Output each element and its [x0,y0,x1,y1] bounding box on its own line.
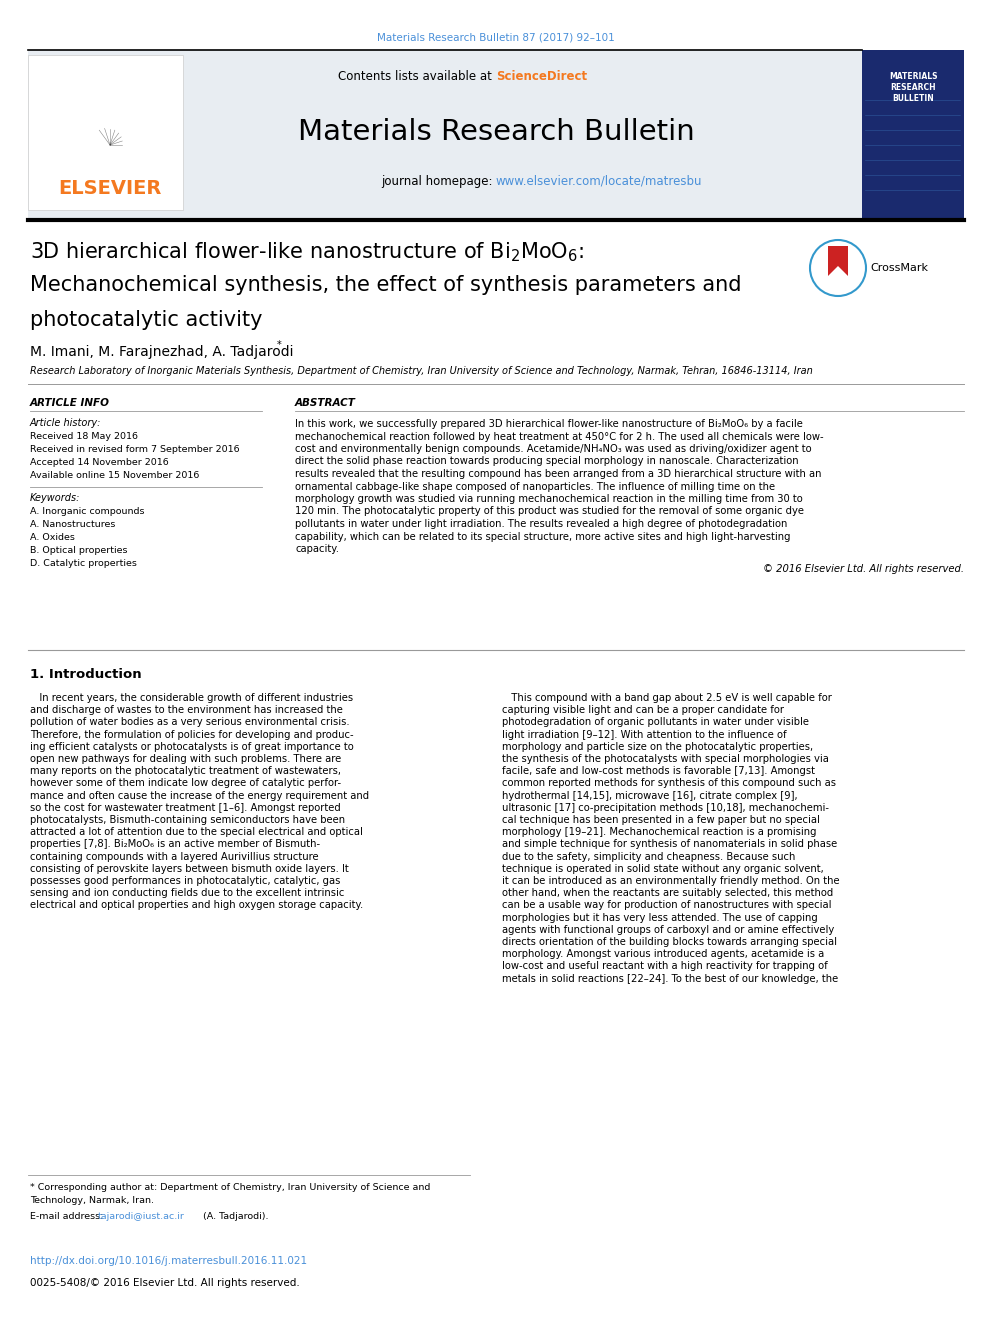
Text: capturing visible light and can be a proper candidate for: capturing visible light and can be a pro… [502,705,784,716]
Text: open new pathways for dealing with such problems. There are: open new pathways for dealing with such … [30,754,341,763]
Text: Research Laboratory of Inorganic Materials Synthesis, Department of Chemistry, I: Research Laboratory of Inorganic Materia… [30,366,812,376]
Text: A. Nanostructures: A. Nanostructures [30,520,115,529]
Text: hydrothermal [14,15], microwave [16], citrate complex [9],: hydrothermal [14,15], microwave [16], ci… [502,791,798,800]
Text: In recent years, the considerable growth of different industries: In recent years, the considerable growth… [30,693,353,703]
Text: * Corresponding author at: Department of Chemistry, Iran University of Science a: * Corresponding author at: Department of… [30,1183,431,1192]
Text: metals in solid reactions [22–24]. To the best of our knowledge, the: metals in solid reactions [22–24]. To th… [502,974,838,983]
Text: capacity.: capacity. [295,544,339,554]
Text: facile, safe and low-cost methods is favorable [7,13]. Amongst: facile, safe and low-cost methods is fav… [502,766,815,777]
Text: so the cost for wastewater treatment [1–6]. Amongst reported: so the cost for wastewater treatment [1–… [30,803,340,812]
Text: agents with functional groups of carboxyl and or amine effectively: agents with functional groups of carboxy… [502,925,834,935]
Text: Received 18 May 2016: Received 18 May 2016 [30,433,138,441]
Polygon shape [828,246,848,277]
Text: and simple technique for synthesis of nanomaterials in solid phase: and simple technique for synthesis of na… [502,839,837,849]
Text: CrossMark: CrossMark [870,263,928,273]
Text: cal technique has been presented in a few paper but no special: cal technique has been presented in a fe… [502,815,819,826]
Text: A. Inorganic compounds: A. Inorganic compounds [30,507,145,516]
Text: journal homepage:: journal homepage: [381,175,496,188]
Text: pollutants in water under light irradiation. The results revealed a high degree : pollutants in water under light irradiat… [295,519,788,529]
Text: Accepted 14 November 2016: Accepted 14 November 2016 [30,458,169,467]
Text: Available online 15 November 2016: Available online 15 November 2016 [30,471,199,480]
Text: Keywords:: Keywords: [30,493,80,503]
Text: ARTICLE INFO: ARTICLE INFO [30,398,110,407]
Text: 0025-5408/© 2016 Elsevier Ltd. All rights reserved.: 0025-5408/© 2016 Elsevier Ltd. All right… [30,1278,300,1289]
Text: *: * [277,340,282,351]
Text: photocatalytic activity: photocatalytic activity [30,310,263,329]
Text: www.elsevier.com/locate/matresbu: www.elsevier.com/locate/matresbu [496,175,702,188]
Text: Materials Research Bulletin 87 (2017) 92–101: Materials Research Bulletin 87 (2017) 92… [377,33,615,44]
Text: (A. Tadjarodi).: (A. Tadjarodi). [200,1212,269,1221]
Text: properties [7,8]. Bi₂MoO₆ is an active member of Bismuth-: properties [7,8]. Bi₂MoO₆ is an active m… [30,839,320,849]
Text: containing compounds with a layered Aurivillius structure: containing compounds with a layered Auri… [30,852,318,861]
Text: 3D hierarchical flower-like nanostructure of Bi$_2$MoO$_6$:: 3D hierarchical flower-like nanostructur… [30,239,584,263]
Text: cost and environmentally benign compounds. Acetamide/NH₄NO₃ was used as driving/: cost and environmentally benign compound… [295,445,811,454]
Text: light irradiation [9–12]. With attention to the influence of: light irradiation [9–12]. With attention… [502,729,787,740]
Text: Article history:: Article history: [30,418,101,429]
Text: morphology and particle size on the photocatalytic properties,: morphology and particle size on the phot… [502,742,813,751]
FancyBboxPatch shape [28,56,183,210]
Text: can be a usable way for production of nanostructures with special: can be a usable way for production of na… [502,901,831,910]
Text: © 2016 Elsevier Ltd. All rights reserved.: © 2016 Elsevier Ltd. All rights reserved… [763,565,964,574]
Text: the synthesis of the photocatalysts with special morphologies via: the synthesis of the photocatalysts with… [502,754,829,763]
Text: capability, which can be related to its special structure, more active sites and: capability, which can be related to its … [295,532,791,541]
Text: results revealed that the resulting compound has been arranged from a 3D hierarc: results revealed that the resulting comp… [295,468,821,479]
Text: direct the solid phase reaction towards producing special morphology in nanoscal: direct the solid phase reaction towards … [295,456,799,467]
Text: Contents lists available at: Contents lists available at [338,70,496,83]
Text: Technology, Narmak, Iran.: Technology, Narmak, Iran. [30,1196,154,1205]
Text: This compound with a band gap about 2.5 eV is well capable for: This compound with a band gap about 2.5 … [502,693,832,703]
Text: and discharge of wastes to the environment has increased the: and discharge of wastes to the environme… [30,705,343,716]
Text: E-mail address:: E-mail address: [30,1212,106,1221]
Text: other hand, when the reactants are suitably selected, this method: other hand, when the reactants are suita… [502,888,833,898]
Text: technique is operated in solid state without any organic solvent,: technique is operated in solid state wit… [502,864,823,873]
Text: B. Optical properties: B. Optical properties [30,546,128,556]
Text: ornamental cabbage-like shape composed of nanoparticles. The influence of millin: ornamental cabbage-like shape composed o… [295,482,775,492]
Text: Received in revised form 7 September 2016: Received in revised form 7 September 201… [30,445,240,454]
Text: morphology. Amongst various introduced agents, acetamide is a: morphology. Amongst various introduced a… [502,949,824,959]
Text: morphologies but it has very less attended. The use of capping: morphologies but it has very less attend… [502,913,817,922]
Text: tajarodi@iust.ac.ir: tajarodi@iust.ac.ir [98,1212,185,1221]
Text: Therefore, the formulation of policies for developing and produc-: Therefore, the formulation of policies f… [30,729,353,740]
Text: ELSEVIER: ELSEVIER [59,179,162,198]
FancyBboxPatch shape [862,50,964,218]
Text: morphology growth was studied via running mechanochemical reaction in the millin: morphology growth was studied via runnin… [295,493,803,504]
Text: many reports on the photocatalytic treatment of wastewaters,: many reports on the photocatalytic treat… [30,766,341,777]
Text: directs orientation of the building blocks towards arranging special: directs orientation of the building bloc… [502,937,837,947]
Text: attracted a lot of attention due to the special electrical and optical: attracted a lot of attention due to the … [30,827,363,837]
Text: electrical and optical properties and high oxygen storage capacity.: electrical and optical properties and hi… [30,901,363,910]
Text: morphology [19–21]. Mechanochemical reaction is a promising: morphology [19–21]. Mechanochemical reac… [502,827,816,837]
Text: low-cost and useful reactant with a high reactivity for trapping of: low-cost and useful reactant with a high… [502,962,827,971]
Text: In this work, we successfully prepared 3D hierarchical flower-like nanostructure: In this work, we successfully prepared 3… [295,419,803,429]
Text: ABSTRACT: ABSTRACT [295,398,356,407]
Text: 120 min. The photocatalytic property of this product was studied for the removal: 120 min. The photocatalytic property of … [295,507,804,516]
Text: 1. Introduction: 1. Introduction [30,668,142,681]
Text: Mechanochemical synthesis, the effect of synthesis parameters and: Mechanochemical synthesis, the effect of… [30,275,741,295]
Text: it can be introduced as an environmentally friendly method. On the: it can be introduced as an environmental… [502,876,839,886]
Text: possesses good performances in photocatalytic, catalytic, gas: possesses good performances in photocata… [30,876,340,886]
Text: mance and often cause the increase of the energy requirement and: mance and often cause the increase of th… [30,791,369,800]
Text: D. Catalytic properties: D. Catalytic properties [30,560,137,568]
Text: MATERIALS
RESEARCH
BULLETIN: MATERIALS RESEARCH BULLETIN [889,71,937,103]
FancyBboxPatch shape [28,50,862,218]
Text: ultrasonic [17] co-precipitation methods [10,18], mechanochemi-: ultrasonic [17] co-precipitation methods… [502,803,829,812]
Text: M. Imani, M. Farajnezhad, A. Tadjarodi: M. Imani, M. Farajnezhad, A. Tadjarodi [30,345,294,359]
Text: http://dx.doi.org/10.1016/j.materresbull.2016.11.021: http://dx.doi.org/10.1016/j.materresbull… [30,1256,308,1266]
Text: photocatalysts, Bismuth-containing semiconductors have been: photocatalysts, Bismuth-containing semic… [30,815,345,826]
Text: pollution of water bodies as a very serious environmental crisis.: pollution of water bodies as a very seri… [30,717,349,728]
Text: photodegradation of organic pollutants in water under visible: photodegradation of organic pollutants i… [502,717,809,728]
Text: Materials Research Bulletin: Materials Research Bulletin [298,118,694,146]
Text: however some of them indicate low degree of catalytic perfor-: however some of them indicate low degree… [30,778,341,789]
Text: due to the safety, simplicity and cheapness. Because such: due to the safety, simplicity and cheapn… [502,852,796,861]
Text: A. Oxides: A. Oxides [30,533,74,542]
Circle shape [810,239,866,296]
Text: ing efficient catalysts or photocatalysts is of great importance to: ing efficient catalysts or photocatalyst… [30,742,354,751]
Text: common reported methods for synthesis of this compound such as: common reported methods for synthesis of… [502,778,836,789]
Text: mechanochemical reaction followed by heat treatment at 450°C for 2 h. The used a: mechanochemical reaction followed by hea… [295,431,823,442]
Text: sensing and ion conducting fields due to the excellent intrinsic: sensing and ion conducting fields due to… [30,888,344,898]
Text: consisting of perovskite layers between bismuth oxide layers. It: consisting of perovskite layers between … [30,864,349,873]
Text: ScienceDirect: ScienceDirect [496,70,587,83]
